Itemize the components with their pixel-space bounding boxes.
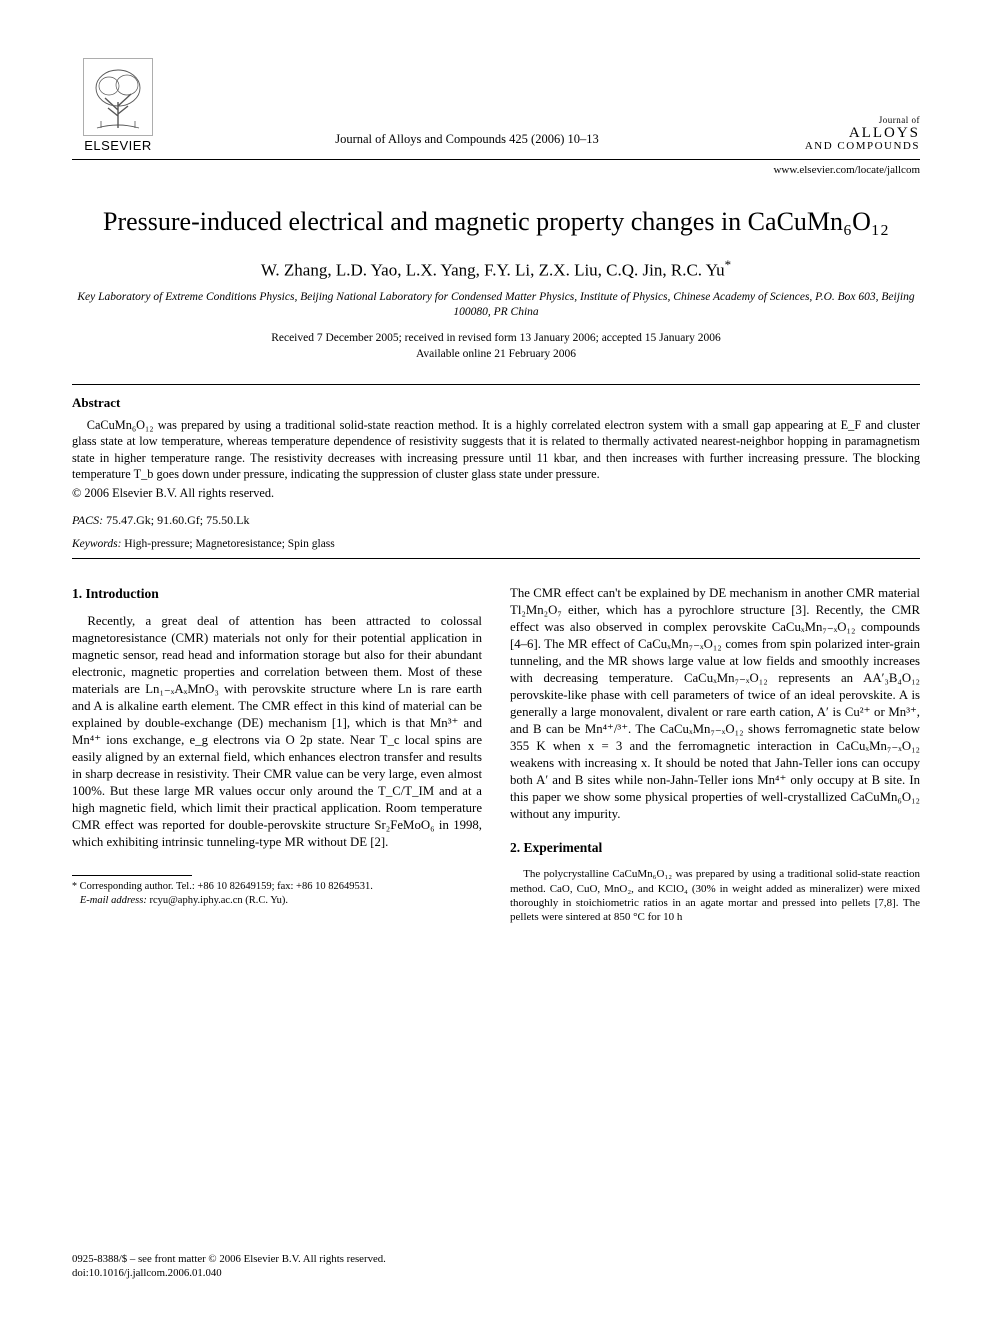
authors-list: W. Zhang, L.D. Yao, L.X. Yang, F.Y. Li, … (261, 260, 725, 279)
affiliation: Key Laboratory of Extreme Conditions Phy… (72, 290, 920, 320)
footnote-rule (72, 875, 192, 876)
corresponding-star: * (725, 257, 732, 272)
footnote-email-label: E-mail address: (80, 895, 147, 906)
pacs-label: PACS: (72, 513, 103, 527)
journal-logo-line2: ALLOYS (805, 126, 920, 142)
pacs-line: PACS: 75.47.Gk; 91.60.Gf; 75.50.Lk (72, 513, 920, 528)
journal-reference: Journal of Alloys and Compounds 425 (200… (164, 132, 770, 153)
section2: 2. Experimental The polycrystalline CaCu… (510, 839, 920, 924)
footnote-line1: Corresponding author. Tel.: +86 10 82649… (80, 881, 373, 892)
abstract-bottom-rule (72, 558, 920, 559)
elsevier-logo-block: ELSEVIER (72, 58, 164, 153)
article-title: Pressure-induced electrical and magnetic… (72, 206, 920, 239)
keywords-line: Keywords: High-pressure; Magnetoresistan… (72, 538, 920, 550)
header-rule (72, 159, 920, 160)
section2-body: The polycrystalline CaCuMn₆O₁₂ was prepa… (510, 867, 920, 924)
keywords-label: Keywords: (72, 538, 121, 550)
section1-col2-para: The CMR effect can't be explained by DE … (510, 585, 920, 823)
doi-block: 0925-8388/$ – see front matter © 2006 El… (72, 1252, 386, 1281)
pacs-value: 75.47.Gk; 91.60.Gf; 75.50.Lk (106, 513, 249, 527)
doi-line2: doi:10.1016/j.jallcom.2006.01.040 (72, 1266, 386, 1281)
section1-heading: 1. Introduction (72, 585, 482, 603)
dates-line1: Received 7 December 2005; received in re… (72, 330, 920, 346)
footnote-star: * (72, 881, 77, 892)
elsevier-tree-icon (83, 58, 153, 136)
header-row: ELSEVIER Journal of Alloys and Compounds… (72, 58, 920, 153)
doi-line1: 0925-8388/$ – see front matter © 2006 El… (72, 1252, 386, 1267)
dates-line2: Available online 21 February 2006 (72, 346, 920, 362)
abstract-body: CaCuMn₆O₁₂ was prepared by using a tradi… (72, 417, 920, 482)
journal-logo: Journal of ALLOYS AND COMPOUNDS (805, 116, 920, 153)
abstract-heading: Abstract (72, 395, 920, 411)
footnote-email: rcyu@aphy.iphy.ac.cn (R.C. Yu). (149, 895, 288, 906)
authors: W. Zhang, L.D. Yao, L.X. Yang, F.Y. Li, … (72, 257, 920, 281)
section2-heading: 2. Experimental (510, 839, 920, 857)
locate-url: www.elsevier.com/locate/jallcom (72, 164, 920, 176)
journal-logo-line3: AND COMPOUNDS (805, 141, 920, 153)
column-left: 1. Introduction Recently, a great deal o… (72, 585, 482, 924)
keywords-value: High-pressure; Magnetoresistance; Spin g… (124, 538, 334, 550)
section1-col1-para: Recently, a great deal of attention has … (72, 613, 482, 851)
journal-logo-block: Journal of ALLOYS AND COMPOUNDS (770, 116, 920, 153)
article-dates: Received 7 December 2005; received in re… (72, 330, 920, 362)
elsevier-label: ELSEVIER (84, 138, 152, 153)
body-columns: 1. Introduction Recently, a great deal o… (72, 585, 920, 924)
corresponding-footnote: * Corresponding author. Tel.: +86 10 826… (72, 880, 482, 908)
abstract-copyright: © 2006 Elsevier B.V. All rights reserved… (72, 486, 920, 501)
abstract-top-rule (72, 384, 920, 385)
column-right: The CMR effect can't be explained by DE … (510, 585, 920, 924)
